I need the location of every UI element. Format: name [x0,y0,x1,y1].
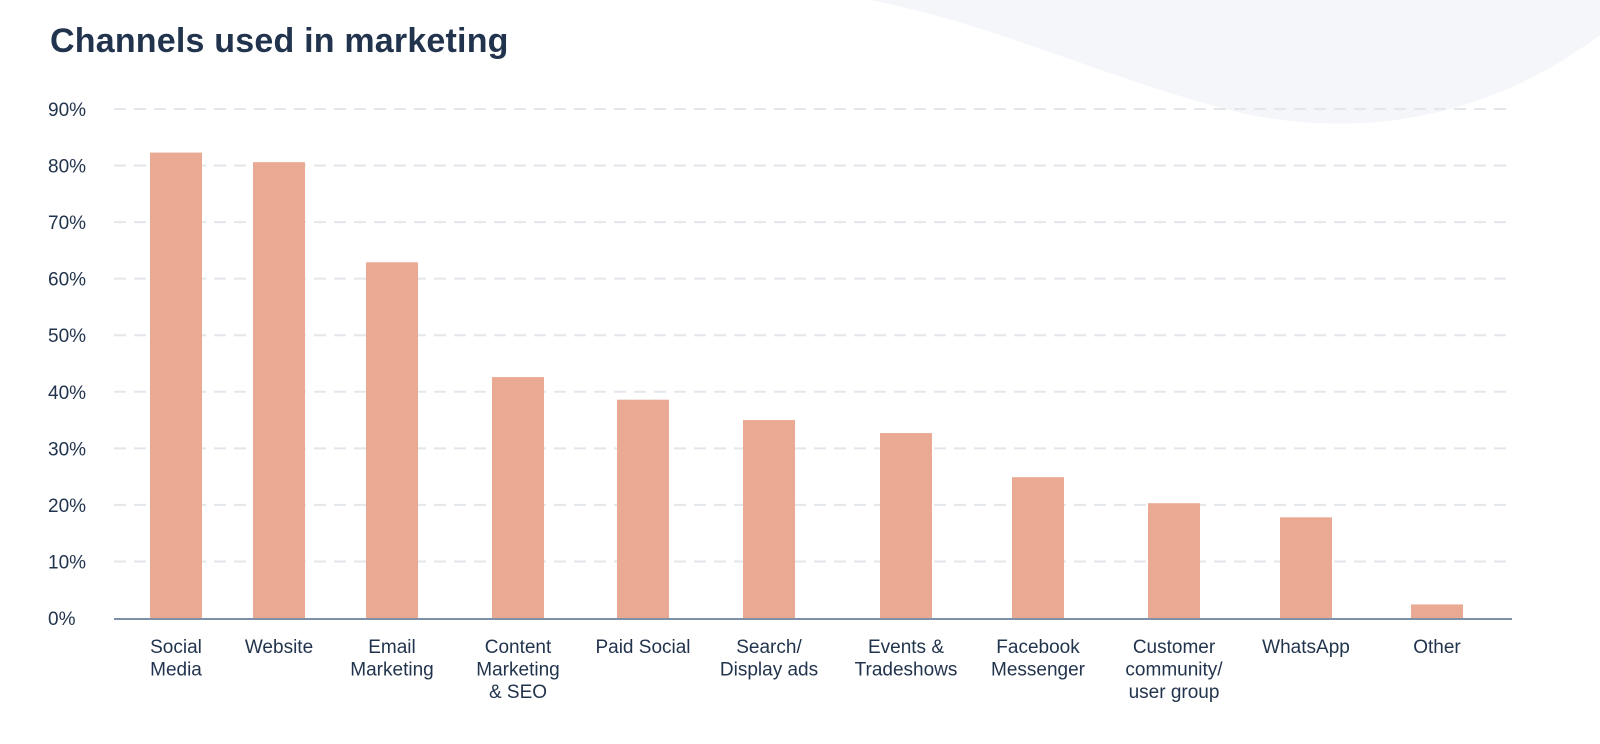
x-category-label-line: user group [1129,682,1220,703]
y-axis-tick-labels: 0% 10% 20% 30% 40% 50% 60% 70% 80% 90% [48,100,86,630]
y-tick-label: 20% [48,496,86,517]
chart-title: Channels used in marketing [50,22,509,60]
x-category-label: Website [245,637,313,658]
bar [880,433,932,618]
x-category-label-line: Other [1413,637,1461,658]
x-category-label-line: Media [150,660,202,681]
y-tick-label: 30% [48,439,86,460]
x-category-label: Social Media [150,637,202,681]
bar [617,399,669,618]
x-category-label-line: Content [485,637,552,658]
x-category-label-line: Display ads [720,660,818,681]
x-category-label: Other [1413,637,1461,658]
x-category-label-line: Messenger [991,660,1086,681]
x-category-label-line: Paid Social [595,637,690,658]
y-tick-label: 50% [48,326,86,347]
bar [1148,503,1200,618]
y-tick-label: 90% [48,100,86,121]
x-category-label: Events & Tradeshows [855,637,958,681]
x-category-label: WhatsApp [1262,637,1350,658]
bar [492,377,544,618]
x-category-label-line: & SEO [489,682,547,703]
x-category-label-line: Social [150,637,202,658]
x-category-label: Content Marketing & SEO [476,637,559,703]
background-wave-shape [870,0,1600,124]
x-category-label-line: WhatsApp [1262,637,1350,658]
y-tick-label: 40% [48,383,86,404]
x-category-label: Email Marketing [350,637,433,681]
x-category-label: Search/Display ads [720,637,818,681]
x-category-label-line: Marketing [350,660,433,681]
bar [150,152,202,618]
x-category-label-line: Email [368,637,416,658]
bar [1280,517,1332,618]
x-category-label-line: Customer [1133,637,1216,658]
y-tick-label: 80% [48,157,86,178]
bar [1411,604,1463,618]
x-category-label-line: Marketing [476,660,559,681]
y-tick-label: 0% [48,609,76,630]
x-category-label-line: Search/ [736,637,802,658]
y-tick-label: 10% [48,552,86,573]
x-category-label: Paid Social [595,637,690,658]
bar [1012,477,1064,618]
x-category-label: Customer community/user group [1125,637,1223,703]
x-category-label-line: Tradeshows [855,660,958,681]
y-tick-label: 70% [48,213,86,234]
bar [253,162,305,618]
bar [366,262,418,618]
bars [150,152,1463,618]
x-category-label-line: Facebook [996,637,1080,658]
y-tick-label: 60% [48,270,86,291]
bar [743,420,795,618]
x-category-label-line: community/ [1125,660,1223,681]
x-category-label: Facebook Messenger [991,637,1086,681]
x-category-label-line: Events & [868,637,944,658]
x-category-label-line: Website [245,637,313,658]
gridlines [114,108,1512,563]
